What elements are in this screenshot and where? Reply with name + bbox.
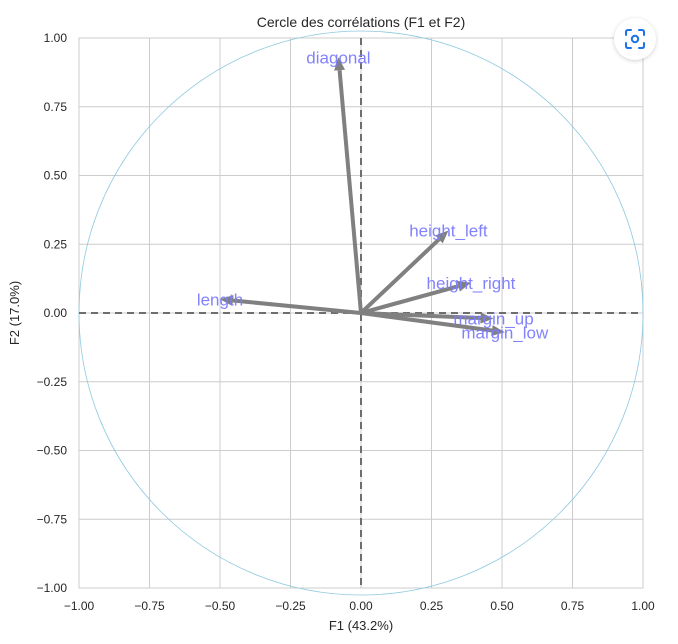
y-tick-label: 0.00 bbox=[44, 306, 68, 320]
label-length: length bbox=[197, 290, 243, 309]
label-height-left: height_left bbox=[409, 222, 488, 241]
arrow-diagonal bbox=[337, 70, 363, 314]
x-tick-label: −0.50 bbox=[205, 599, 236, 613]
x-tick-label: 0.00 bbox=[349, 599, 373, 613]
y-tick-label: −0.50 bbox=[37, 444, 68, 458]
y-tick-label: 0.25 bbox=[44, 237, 68, 251]
arrow-height-right bbox=[360, 284, 459, 315]
x-tick-label: 0.25 bbox=[420, 599, 444, 613]
y-tick-label: 0.50 bbox=[44, 169, 68, 183]
label-diagonal: diagonal bbox=[306, 48, 370, 67]
x-tick-label: 0.75 bbox=[561, 599, 585, 613]
arrowhead-height-left bbox=[435, 230, 449, 244]
y-tick-label: 1.00 bbox=[44, 31, 68, 45]
arrows bbox=[220, 57, 505, 336]
x-tick-label: 0.50 bbox=[490, 599, 514, 613]
arrow-height-left bbox=[359, 237, 441, 315]
label-margin-low: margin_low bbox=[461, 323, 549, 342]
x-tick-labels: −1.00 −0.75 −0.50 −0.25 0.00 0.25 0.50 0.75 1.00 bbox=[64, 599, 655, 613]
arrowhead-margin-up bbox=[480, 312, 494, 324]
y-tick-label: −0.25 bbox=[37, 375, 68, 389]
y-tick-label: −1.00 bbox=[37, 581, 68, 595]
arrowhead-diagonal bbox=[334, 57, 346, 71]
visual-search-icon bbox=[625, 29, 645, 49]
arrowhead-height-right bbox=[456, 280, 471, 292]
arrowhead-margin-low bbox=[491, 325, 505, 336]
x-tick-label: −0.25 bbox=[275, 599, 306, 613]
chart-title: Cercle des corrélations (F1 et F2) bbox=[257, 14, 466, 30]
arrow-margin-low bbox=[360, 311, 493, 333]
arrow-labels: diagonal height_left height_right margin_up… bbox=[197, 48, 549, 342]
x-tick-label: −0.75 bbox=[134, 599, 165, 613]
label-height-right: height_right bbox=[427, 274, 516, 293]
x-tick-label: −1.00 bbox=[64, 599, 95, 613]
arrowhead-length bbox=[220, 295, 234, 306]
x-tick-label: 1.00 bbox=[631, 599, 655, 613]
y-tick-labels: 1.00 0.75 0.50 0.25 0.00 −0.25 −0.50 −0.75 −1.00 bbox=[37, 31, 68, 595]
visual-search-button[interactable] bbox=[614, 18, 656, 60]
y-tick-label: 0.75 bbox=[44, 100, 68, 114]
y-tick-label: −0.75 bbox=[37, 512, 68, 526]
y-axis-label: F2 (17.0%) bbox=[7, 281, 22, 345]
label-margin-up: margin_up bbox=[453, 310, 533, 329]
arrow-length bbox=[232, 298, 362, 315]
x-axis-label: F1 (43.2%) bbox=[329, 618, 393, 633]
